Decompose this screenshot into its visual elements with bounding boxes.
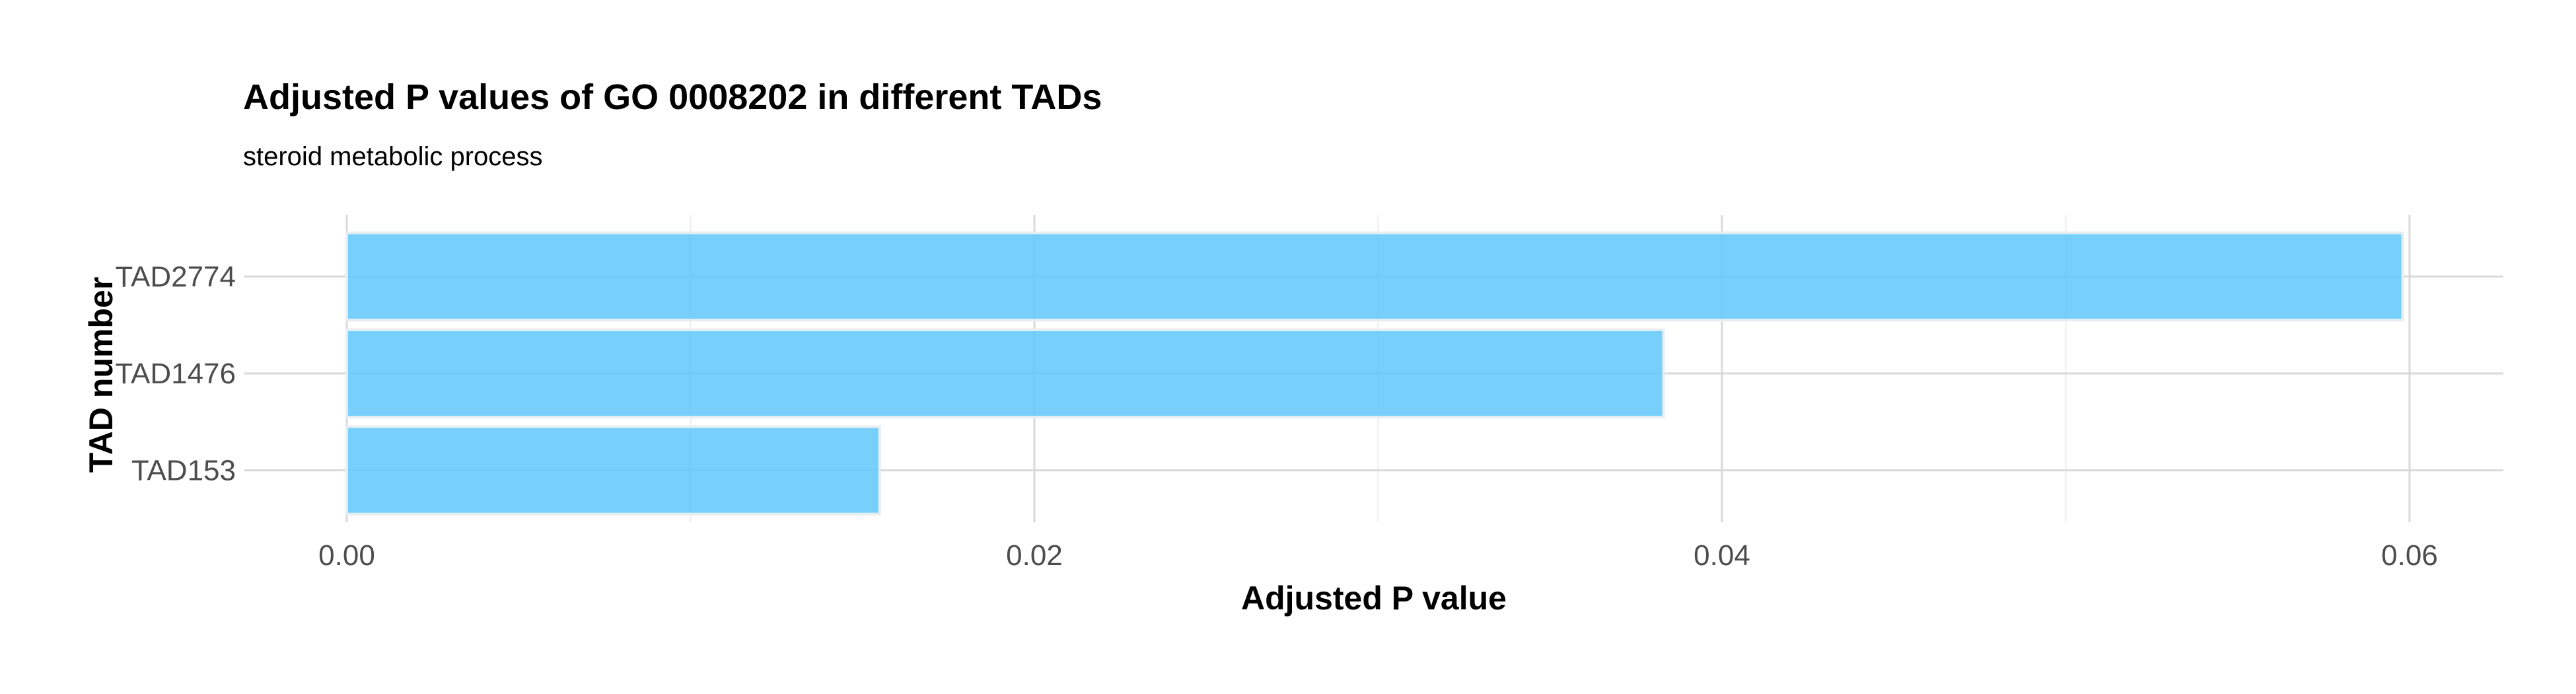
y-tick-label: TAD153 <box>131 455 236 487</box>
bar-tad1476 <box>345 328 1665 418</box>
y-tick-label: TAD2774 <box>115 260 236 293</box>
bars <box>345 231 2404 516</box>
x-tick-label: 0.00 <box>318 539 375 572</box>
y-tick-labels: TAD153 TAD1476 TAD2774 <box>115 260 236 486</box>
x-tick-label: 0.04 <box>1694 539 1750 572</box>
x-tick-label: 0.06 <box>2381 539 2438 572</box>
bar-tad153 <box>345 425 881 516</box>
y-tick-label: TAD1476 <box>115 358 236 390</box>
x-axis-title: Adjusted P value <box>1241 580 1507 617</box>
bar-tad2774 <box>345 231 2404 322</box>
x-tick-label: 0.02 <box>1006 539 1063 572</box>
chart-title: Adjusted P values of GO 0008202 in diffe… <box>243 77 1102 117</box>
y-axis-title: TAD number <box>83 277 120 473</box>
x-tick-labels: 0.00 0.02 0.04 0.06 <box>318 539 2438 572</box>
chart-subtitle: steroid metabolic process <box>243 142 543 171</box>
